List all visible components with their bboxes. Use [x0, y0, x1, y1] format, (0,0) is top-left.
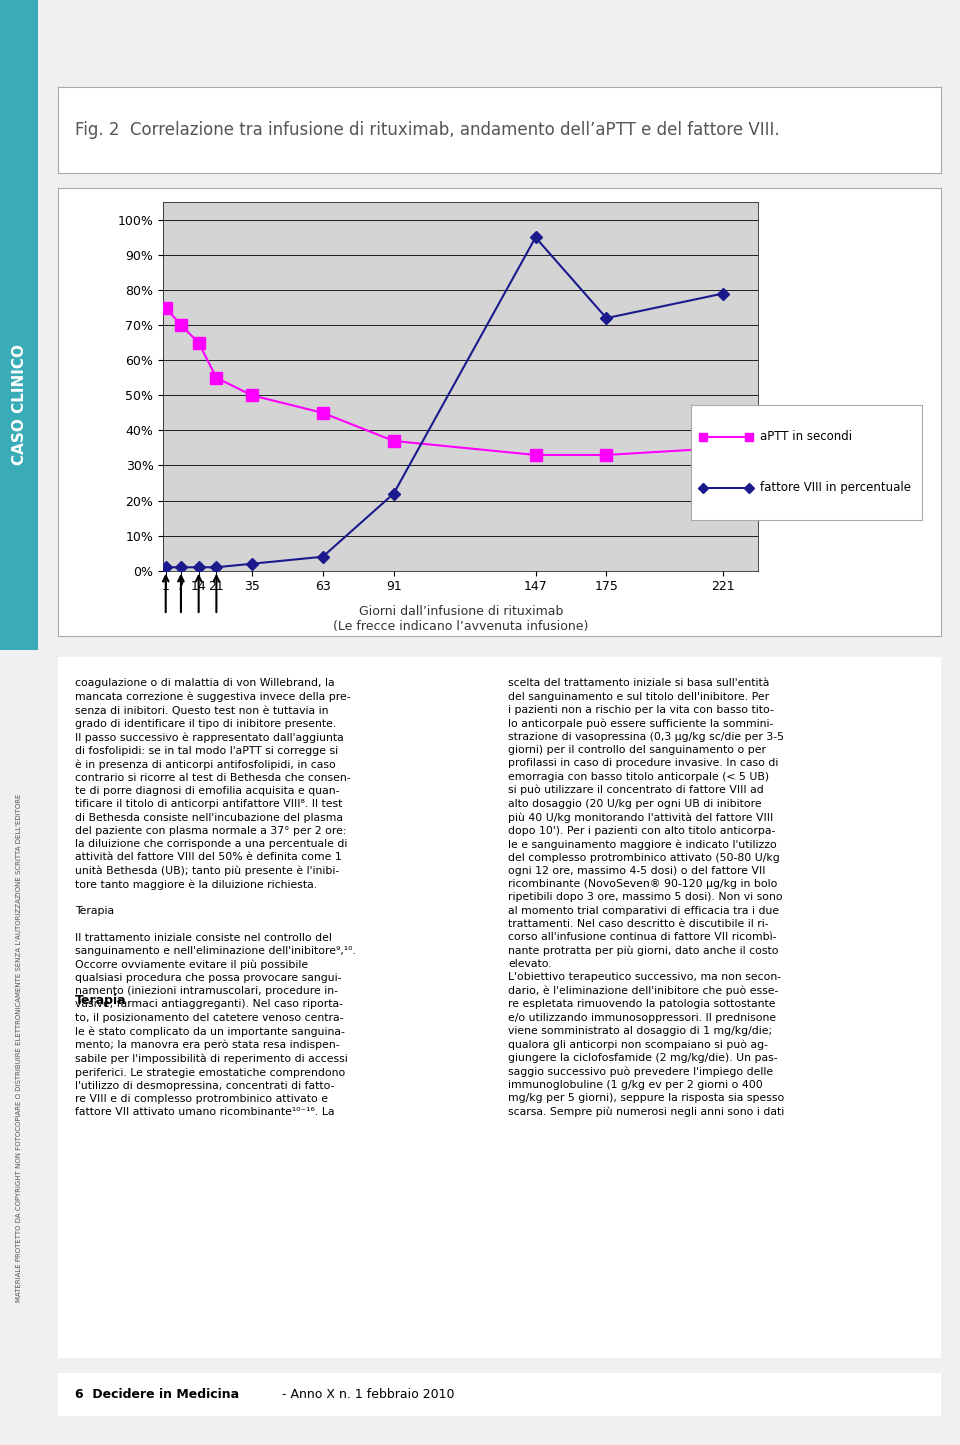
Text: scelta del trattamento iniziale si basa sull'entità
del sanguinamento e sul tito: scelta del trattamento iniziale si basa … [508, 679, 784, 1117]
Text: fattore VIII in percentuale: fattore VIII in percentuale [760, 481, 911, 494]
Text: - Anno X n. 1 febbraio 2010: - Anno X n. 1 febbraio 2010 [278, 1389, 455, 1400]
Text: Fig. 2  Correlazione tra infusione di rituximab, andamento dell’aPTT e del fatto: Fig. 2 Correlazione tra infusione di rit… [75, 121, 780, 139]
Text: aPTT in secondi: aPTT in secondi [760, 431, 852, 444]
Text: 6  Decidere in Medicina: 6 Decidere in Medicina [75, 1389, 239, 1400]
Text: coagulazione o di malattia di von Willebrand, la
mancata correzione è suggestiva: coagulazione o di malattia di von Willeb… [75, 679, 356, 1117]
X-axis label: Giorni dall’infusione di rituximab
(Le frecce indicano l’avvenuta infusione): Giorni dall’infusione di rituximab (Le f… [333, 604, 588, 633]
Text: Terapia: Terapia [75, 994, 127, 1007]
Text: CASO CLINICO: CASO CLINICO [12, 344, 27, 465]
Text: MATERIALE PROTETTO DA COPYRIGHT NON FOTOCOPIARE O DISTRIBUIRE ELETTRONICAMENTE S: MATERIALE PROTETTO DA COPYRIGHT NON FOTO… [16, 793, 22, 1302]
